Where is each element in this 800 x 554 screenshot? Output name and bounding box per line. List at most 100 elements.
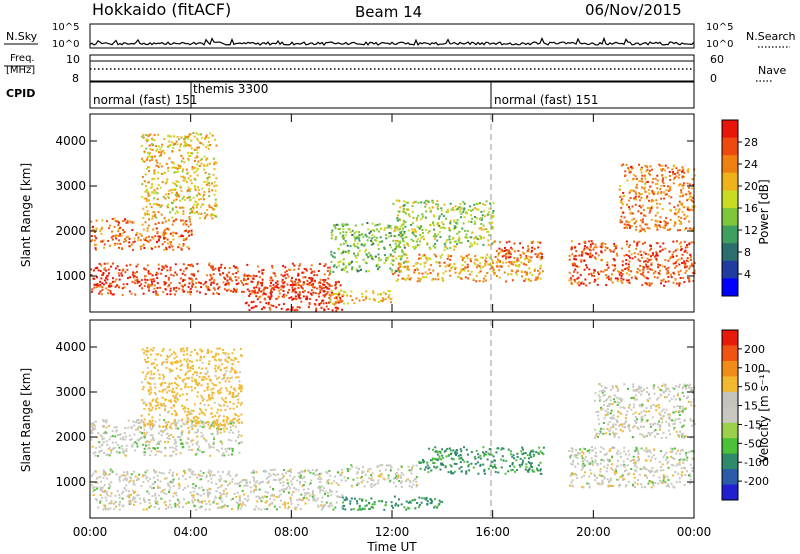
scatter-cell [642, 467, 645, 470]
scatter-cell [376, 223, 379, 226]
scatter-cell [647, 253, 650, 256]
scatter-cell [116, 451, 119, 454]
scatter-cell [407, 274, 410, 277]
scatter-cell [126, 283, 129, 286]
scatter-cell [373, 484, 376, 487]
scatter-cell [166, 432, 169, 435]
scatter-cell [372, 258, 375, 261]
scatter-cell [690, 228, 693, 231]
scatter-cell [243, 279, 246, 281]
scatter-cell [362, 471, 365, 473]
scatter-cell [150, 280, 153, 283]
scatter-cell [633, 222, 636, 225]
scatter-cell [649, 268, 652, 271]
scatter-cell [303, 496, 306, 499]
scatter-cell [336, 495, 339, 498]
scatter-cell [335, 501, 338, 504]
scatter-cell [650, 207, 653, 210]
scatter-cell [640, 227, 643, 230]
scatter-cell [185, 223, 188, 226]
scatter-cell [107, 268, 110, 271]
scatter-cell [617, 270, 619, 273]
scatter-cell [405, 236, 408, 239]
scatter-cell [613, 245, 616, 247]
scatter-cell [649, 459, 652, 462]
scatter-cell [127, 277, 129, 280]
scatter-cell [133, 500, 136, 503]
scatter-cell [373, 299, 376, 302]
scatter-cell [346, 477, 349, 480]
scatter-cell [333, 264, 336, 267]
scatter-cell [168, 499, 171, 502]
scatter-cell [206, 491, 209, 494]
scatter-cell [212, 446, 215, 449]
scatter-cell [390, 504, 393, 507]
scatter-cell [618, 271, 621, 274]
scatter-cell [517, 265, 520, 268]
scatter-cell [676, 259, 679, 262]
scatter-cell [320, 485, 323, 488]
scatter-cell [625, 225, 628, 228]
scatter-cell [152, 228, 154, 231]
scatter-cell [463, 208, 466, 211]
scatter-cell [148, 144, 151, 147]
scatter-cell [661, 265, 664, 268]
scatter-cell [641, 220, 644, 223]
scatter-cell [605, 274, 608, 276]
scatter-cell [576, 453, 579, 456]
scatter-cell [139, 421, 142, 424]
scatter-cell [271, 264, 274, 267]
scatter-cell [327, 494, 330, 497]
scatter-cell [663, 265, 666, 268]
scatter-cell [450, 465, 453, 468]
scatter-cell [681, 262, 684, 264]
scatter-cell [140, 283, 143, 286]
scatter-cell [289, 496, 292, 499]
scatter-cell [390, 262, 393, 265]
scatter-cell [186, 171, 189, 174]
scatter-cell [105, 426, 108, 429]
scatter-cell [142, 175, 144, 178]
scatter-cell [533, 470, 536, 473]
scatter-cell [289, 474, 291, 477]
scatter-cell [666, 462, 669, 465]
scatter-cell [341, 308, 344, 311]
scatter-cell [91, 425, 94, 428]
scatter-cell [397, 214, 399, 217]
scatter-cell [140, 419, 143, 422]
scatter-cell [628, 246, 630, 248]
scatter-cell [164, 454, 167, 457]
scatter-cell [574, 268, 577, 271]
scatter-cell [183, 290, 185, 293]
scatter-cell [626, 279, 629, 282]
scatter-cell [142, 217, 145, 219]
scatter-cell [142, 136, 145, 139]
scatter-cell [205, 476, 208, 479]
scatter-cell [177, 211, 179, 214]
scatter-cell [105, 269, 108, 272]
scatter-cell [638, 180, 641, 183]
scatter-cell [442, 226, 445, 229]
scatter-cell [207, 480, 210, 483]
scatter-cell [446, 257, 449, 260]
scatter-cell [428, 466, 431, 469]
scatter-cell [339, 296, 342, 299]
scatter-cell [627, 255, 630, 258]
scatter-cell [173, 438, 176, 441]
scatter-cell [408, 507, 411, 510]
scatter-cell [181, 285, 184, 288]
scatter-cell [508, 251, 511, 254]
scatter-cell [613, 259, 616, 262]
scatter-cell [485, 260, 488, 263]
scatter-cell [207, 493, 210, 496]
scatter-cell [104, 496, 107, 499]
scatter-cell [209, 426, 212, 429]
scatter-cell [269, 279, 272, 282]
scatter-cell [157, 221, 160, 224]
scatter-cell [164, 171, 166, 174]
scatter-cell [593, 246, 596, 249]
scatter-cell [329, 488, 332, 491]
scatter-cell [685, 452, 687, 455]
scatter-cell [492, 227, 495, 230]
scatter-cell [527, 470, 530, 473]
